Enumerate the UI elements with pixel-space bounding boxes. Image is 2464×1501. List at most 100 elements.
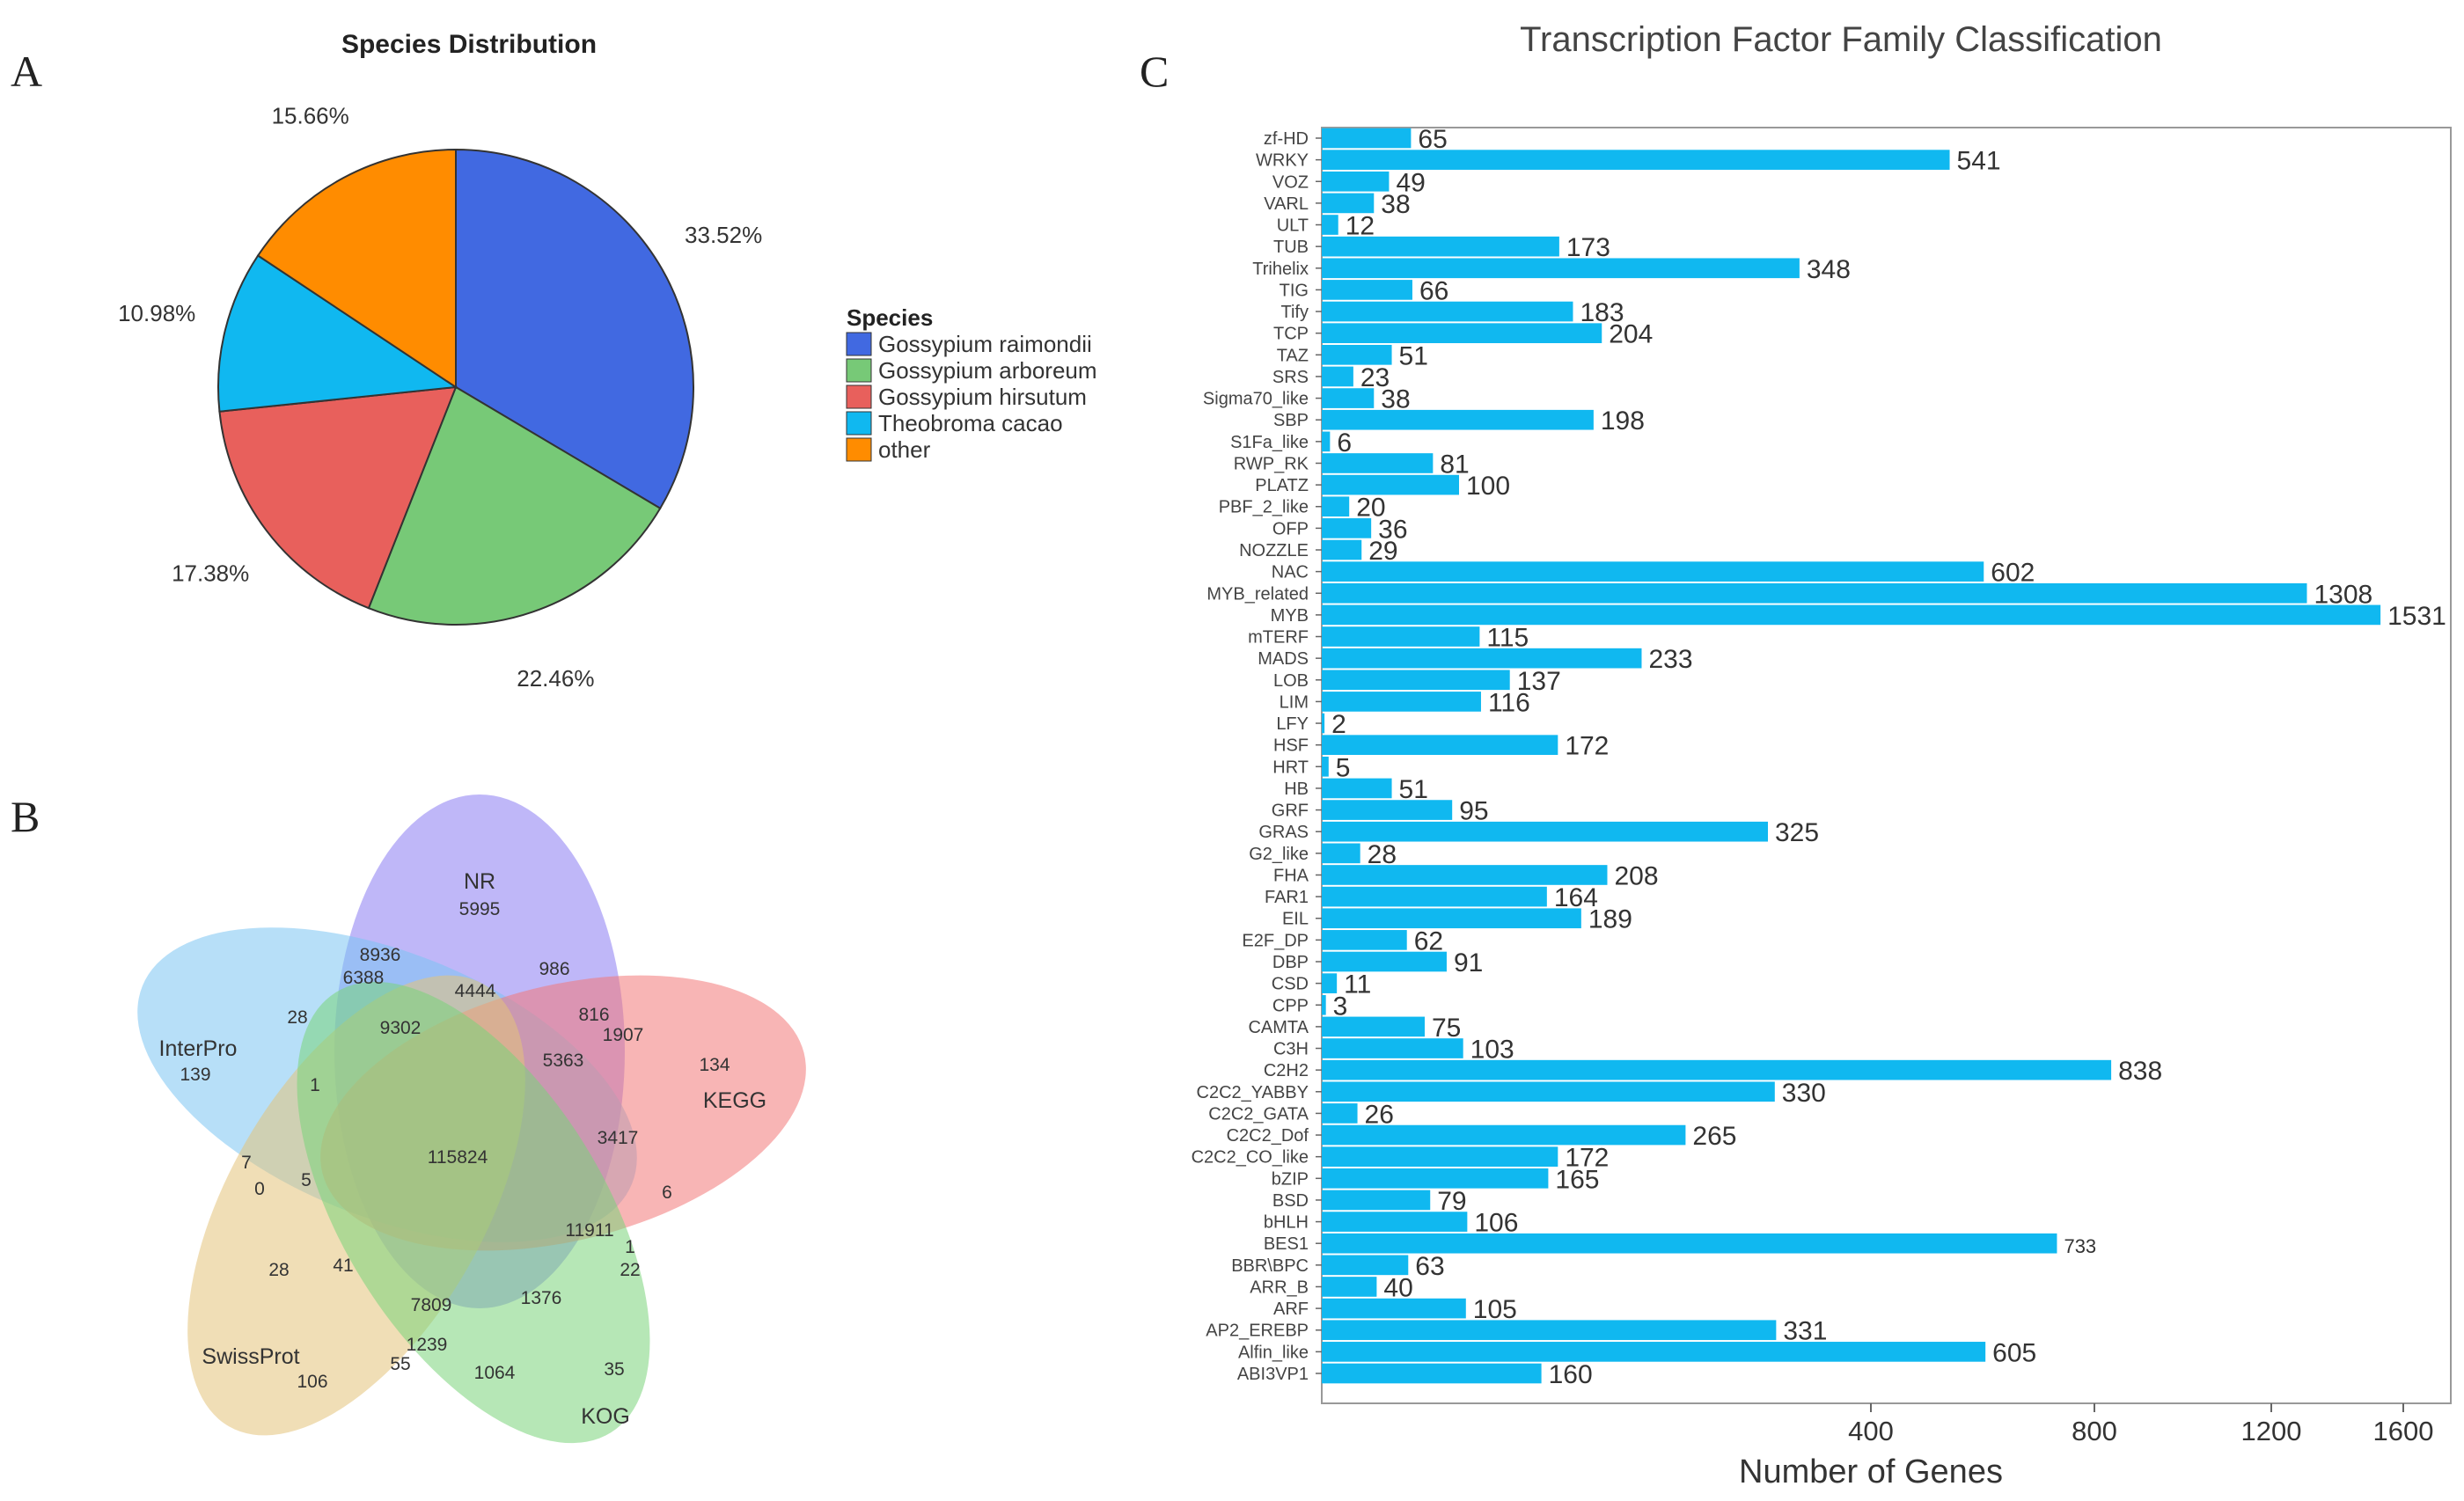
x-axis-ticks: 400 800 1200 1600: [1848, 1403, 2433, 1446]
bar-value-label: 29: [1368, 537, 1397, 566]
bar: [1322, 1190, 1431, 1211]
bar: [1322, 518, 1372, 538]
category-label: Trihelix: [1252, 260, 1309, 279]
category-label: ARR_B: [1250, 1278, 1309, 1297]
venn-total-swissprot: 106: [297, 1372, 327, 1392]
bar: [1322, 670, 1510, 691]
bar-value-label: 66: [1419, 276, 1448, 305]
bar-value-label: 11: [1344, 970, 1371, 999]
category-label: mTERF: [1248, 628, 1309, 648]
bar: [1322, 1016, 1425, 1037]
pie-title: Species Distribution: [341, 30, 597, 59]
bar: [1322, 1363, 1542, 1384]
bar: [1322, 994, 1326, 1015]
category-label: AP2_EREBP: [1206, 1322, 1309, 1341]
bar-value-label: 541: [1957, 147, 2001, 176]
bar: [1322, 582, 2307, 604]
category-label: MADS: [1258, 649, 1309, 669]
bar-value-label: 105: [1473, 1295, 1517, 1324]
bar: [1322, 215, 1338, 235]
bar: [1322, 496, 1350, 517]
venn-count: 8936: [360, 945, 401, 965]
bar: [1322, 951, 1447, 972]
bar: [1322, 301, 1573, 322]
venn-set-kog: [297, 981, 650, 1444]
bar: [1322, 1233, 2057, 1254]
x-tick-label: 400: [1848, 1416, 1894, 1446]
pie-slice-label: 15.66%: [272, 103, 349, 129]
bar: [1322, 973, 1338, 993]
bar-value-label: 79: [1437, 1187, 1466, 1216]
bar: [1322, 236, 1559, 257]
category-label: MYB: [1271, 606, 1309, 626]
bar-value-label: 233: [1648, 645, 1692, 674]
category-label: C2C2_Dof: [1227, 1126, 1309, 1146]
venn-count: 3417: [598, 1128, 639, 1148]
bar: [1322, 128, 1412, 149]
legend-title: Species: [847, 304, 933, 331]
bar: [1322, 886, 1547, 907]
category-label: HB: [1284, 780, 1309, 799]
x-tick-label: 1200: [2241, 1416, 2302, 1446]
bar-value-label: 160: [1549, 1360, 1593, 1389]
venn-count: 7: [241, 1153, 252, 1173]
category-label: VOZ: [1272, 172, 1309, 192]
category-label: FHA: [1273, 866, 1309, 885]
bar: [1322, 150, 1950, 170]
bar: [1322, 865, 1608, 885]
category-label: LFY: [1276, 714, 1309, 734]
pie-slice: [217, 254, 458, 413]
category-label: SBP: [1273, 411, 1309, 430]
category-label: CSD: [1272, 975, 1309, 994]
venn-count: 9302: [380, 1018, 422, 1038]
venn-count: 41: [333, 1256, 353, 1276]
bar: [1322, 258, 1800, 279]
venn-count: 816: [578, 1005, 609, 1025]
bar: [1322, 1277, 1377, 1297]
venn-count: 1376: [521, 1288, 562, 1308]
x-tick-label: 1600: [2373, 1416, 2434, 1446]
bar-value-label: 36: [1378, 515, 1407, 544]
bar-value-label: 26: [1365, 1100, 1394, 1129]
category-label: BSD: [1272, 1191, 1309, 1211]
venn-count: 1: [310, 1075, 320, 1095]
category-label: BES1: [1264, 1234, 1309, 1254]
bar-value-label: 63: [1415, 1252, 1444, 1281]
bar-value-label: 137: [1517, 667, 1561, 696]
bar-value-label: 838: [2118, 1057, 2162, 1086]
bar: [1322, 193, 1375, 214]
bar-value-label: 116: [1488, 688, 1530, 717]
category-label: GRF: [1272, 802, 1309, 821]
bar-value-label: 106: [1474, 1209, 1518, 1238]
bar: [1322, 1298, 1466, 1319]
category-label: G2_like: [1249, 845, 1309, 864]
venn-count: 55: [390, 1354, 410, 1374]
bar-value-label: 51: [1399, 341, 1428, 370]
category-label: Tify: [1281, 303, 1309, 322]
bar-value-label: 62: [1414, 926, 1443, 956]
venn-count: 6388: [343, 968, 385, 988]
bar-value-label: 40: [1383, 1273, 1412, 1302]
category-label: zf-HD: [1264, 129, 1309, 149]
venn-count: 28: [268, 1260, 289, 1280]
category-label: C2H2: [1264, 1061, 1309, 1080]
category-label: TUB: [1273, 238, 1309, 257]
category-label: RWP_RK: [1234, 454, 1309, 473]
bar: [1322, 692, 1481, 712]
category-label: Alfin_like: [1238, 1343, 1309, 1362]
bar: [1322, 1038, 1463, 1058]
category-label: PBF_2_like: [1219, 498, 1309, 517]
bar-value-label: 49: [1396, 168, 1425, 197]
bar-value-label: 3: [1333, 992, 1348, 1021]
pie-slice-label: 10.98%: [118, 300, 195, 326]
pie-slice: [367, 385, 662, 626]
bar-value-label: 208: [1614, 861, 1658, 890]
bar-value-label: 602: [1991, 559, 2035, 588]
bar-value-label: 103: [1470, 1036, 1514, 1065]
venn-count: 1: [625, 1237, 635, 1257]
venn-count: 7809: [411, 1295, 452, 1315]
bar: [1322, 561, 1984, 582]
venn-count: 5363: [543, 1051, 584, 1071]
category-label: NAC: [1272, 563, 1309, 582]
